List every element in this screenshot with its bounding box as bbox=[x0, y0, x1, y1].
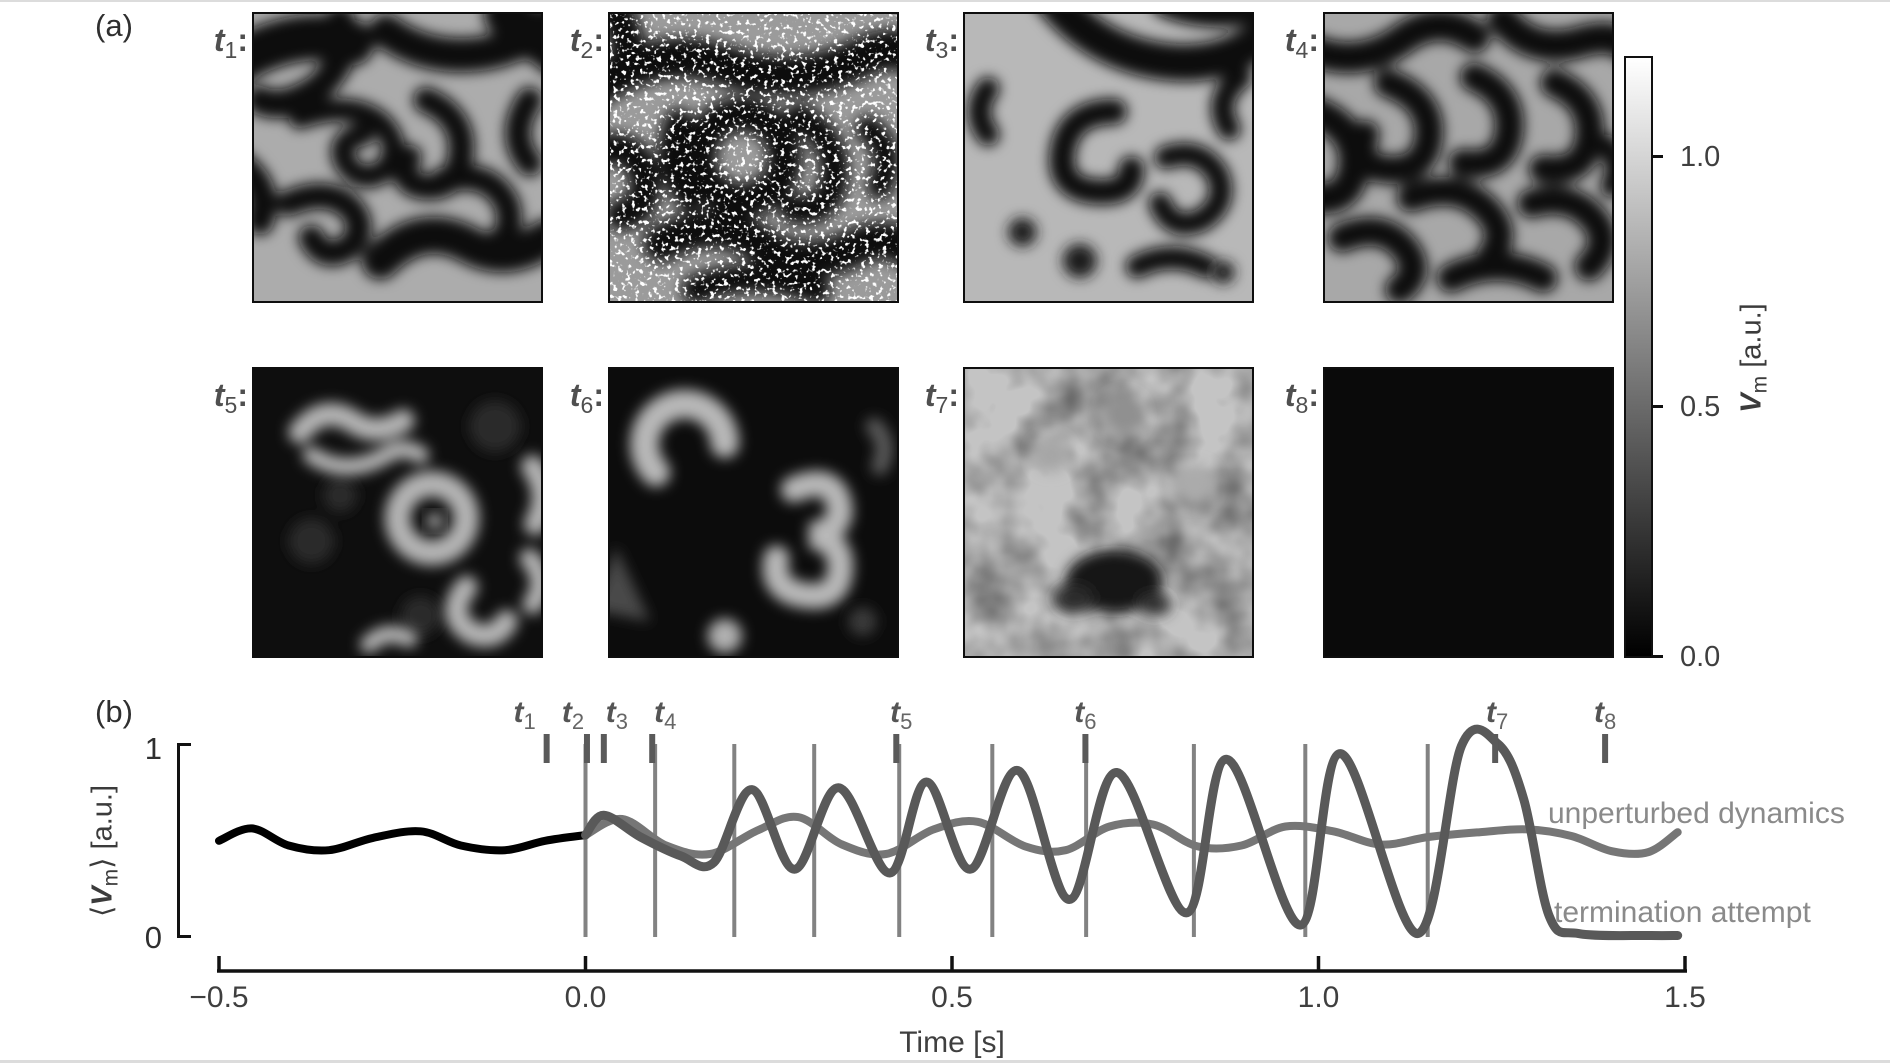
colorbar-tick bbox=[1653, 155, 1663, 158]
frame-t5-snapshot bbox=[252, 367, 543, 658]
time-marker-label-t2: t2 bbox=[561, 696, 585, 734]
time-marker-label-t6: t6 bbox=[1074, 696, 1097, 734]
time-marker-label-t1: t1 bbox=[513, 696, 536, 734]
colorbar-tick-label: 0.5 bbox=[1680, 391, 1721, 423]
curve-termination bbox=[581, 724, 1683, 941]
frame-label-t7: t7: bbox=[924, 377, 959, 418]
time-marker-label-t8: t8 bbox=[1593, 696, 1617, 734]
time-marker-label-t4: t4 bbox=[654, 696, 677, 734]
frame-t2-snapshot bbox=[608, 12, 899, 303]
x-tick-label: −0.5 bbox=[189, 981, 249, 1014]
colorbar-tick-label: 0.0 bbox=[1680, 641, 1721, 673]
legend-termination-attempt: termination attempt bbox=[1554, 896, 1811, 929]
frame-t7-snapshot bbox=[963, 367, 1254, 658]
legend-unperturbed-dynamics: unperturbed dynamics bbox=[1548, 797, 1845, 830]
x-tick-label: 0.0 bbox=[564, 981, 607, 1014]
page-border-bottom bbox=[0, 1060, 1890, 1063]
x-tick-label: 1.0 bbox=[1297, 981, 1340, 1014]
frame-label-t3: t3: bbox=[924, 22, 959, 63]
y-axis-top-cap bbox=[177, 743, 191, 746]
y-tick-label-0: 0 bbox=[144, 920, 162, 955]
frame-label-t6: t6: bbox=[569, 377, 604, 418]
frame-label-t1: t1: bbox=[213, 22, 248, 63]
y-axis-line bbox=[177, 743, 180, 938]
y-axis-label: ⟨Vm⟩ [a.u.] bbox=[86, 784, 123, 918]
frame-t4-snapshot bbox=[1323, 12, 1614, 303]
curve-baseline bbox=[215, 824, 590, 855]
x-axis-label: Time [s] bbox=[899, 1026, 1005, 1059]
page-border-top bbox=[0, 0, 1890, 2]
colorbar-axis-label: Vm [a.u.] bbox=[1735, 303, 1772, 413]
colorbar-tick bbox=[1653, 655, 1663, 658]
frame-t8-snapshot bbox=[1323, 367, 1614, 658]
frame-t1-snapshot bbox=[252, 12, 543, 303]
time-marker-label-t3: t3 bbox=[605, 696, 628, 734]
frame-label-t4: t4: bbox=[1284, 22, 1319, 63]
frame-t6-snapshot bbox=[608, 367, 899, 658]
x-tick-label: 0.5 bbox=[931, 981, 973, 1014]
frame-label-t8: t8: bbox=[1284, 377, 1319, 418]
colorbar-gradient bbox=[1624, 56, 1653, 658]
curve-unperturbed bbox=[581, 812, 1682, 859]
panel-b-label: (b) bbox=[95, 694, 133, 729]
y-axis-bottom-cap bbox=[177, 935, 191, 938]
x-tick-label: 1.5 bbox=[1664, 981, 1706, 1014]
panel-a-label: (a) bbox=[95, 8, 133, 43]
colorbar-tick bbox=[1653, 405, 1663, 408]
frame-label-t5: t5: bbox=[213, 377, 248, 418]
time-marker-label-t5: t5 bbox=[890, 696, 913, 734]
frame-t3-snapshot bbox=[963, 12, 1254, 303]
time-marker-label-t7: t7 bbox=[1486, 696, 1509, 734]
colorbar-tick-label: 1.0 bbox=[1680, 141, 1721, 173]
y-tick-label-1: 1 bbox=[144, 731, 162, 766]
frame-label-t2: t2: bbox=[569, 22, 604, 63]
